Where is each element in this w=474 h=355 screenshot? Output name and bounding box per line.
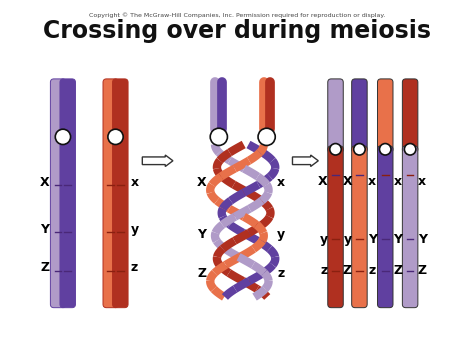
Text: Copyright © The McGraw-Hill Companies, Inc. Permission required for reproduction: Copyright © The McGraw-Hill Companies, I… [89, 12, 385, 18]
Text: x: x [418, 175, 426, 188]
Text: X: X [318, 175, 328, 188]
Text: x: x [131, 176, 139, 189]
Text: Z: Z [418, 264, 427, 277]
FancyBboxPatch shape [112, 79, 128, 308]
Text: X: X [40, 176, 50, 189]
FancyBboxPatch shape [103, 79, 118, 308]
Circle shape [108, 129, 123, 144]
Text: Y: Y [418, 233, 427, 246]
Circle shape [258, 128, 275, 146]
FancyBboxPatch shape [60, 79, 75, 308]
Text: y: y [131, 223, 139, 236]
FancyBboxPatch shape [328, 79, 343, 153]
FancyBboxPatch shape [328, 146, 343, 308]
Text: Y: Y [41, 223, 50, 236]
Text: Z: Z [343, 264, 352, 277]
Circle shape [404, 143, 416, 155]
FancyArrow shape [142, 155, 173, 166]
Text: z: z [277, 267, 284, 280]
Text: X: X [343, 175, 352, 188]
FancyBboxPatch shape [377, 146, 393, 308]
Text: Z: Z [197, 267, 206, 280]
Text: x: x [277, 176, 285, 189]
FancyBboxPatch shape [402, 146, 418, 308]
Text: z: z [369, 264, 376, 277]
Text: x: x [393, 175, 402, 188]
FancyBboxPatch shape [50, 79, 66, 308]
Text: Y: Y [368, 233, 377, 246]
FancyBboxPatch shape [377, 79, 393, 153]
Text: y: y [320, 233, 328, 246]
Circle shape [380, 143, 391, 155]
FancyBboxPatch shape [402, 79, 418, 153]
Text: Y: Y [393, 233, 402, 246]
Text: x: x [368, 175, 376, 188]
Circle shape [330, 143, 341, 155]
Text: z: z [131, 261, 138, 274]
Text: z: z [320, 264, 328, 277]
Text: X: X [197, 176, 206, 189]
Circle shape [354, 143, 365, 155]
Text: Z: Z [40, 261, 50, 274]
FancyBboxPatch shape [352, 79, 367, 153]
Text: Crossing over during meiosis: Crossing over during meiosis [43, 19, 431, 43]
Circle shape [210, 128, 228, 146]
Text: y: y [277, 228, 285, 241]
Text: Z: Z [393, 264, 402, 277]
Text: Y: Y [197, 228, 206, 241]
FancyArrow shape [292, 155, 319, 166]
Circle shape [55, 129, 71, 144]
FancyBboxPatch shape [352, 146, 367, 308]
Text: y: y [343, 233, 352, 246]
